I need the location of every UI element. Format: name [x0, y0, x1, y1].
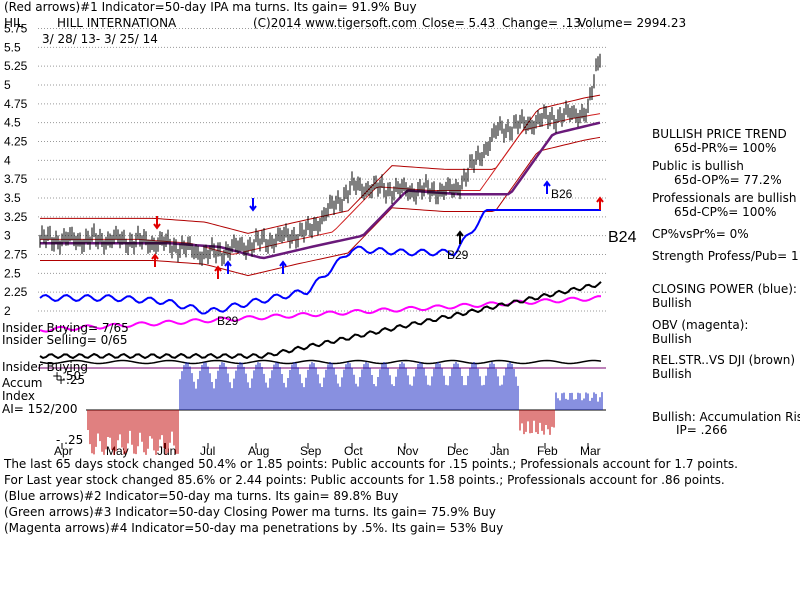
closing-power-status: Bullish [652, 296, 692, 310]
footer-line1: The last 65 days stock changed 50.4% or … [4, 457, 738, 471]
accum-status: Bullish: Accumulation Risi [652, 410, 800, 424]
x-tick-label: Jun [157, 444, 176, 458]
b29-arrow [456, 230, 464, 244]
short-ma [40, 113, 601, 255]
cpvspr-value: CP%vsPr%= 0% [652, 227, 749, 241]
accum-minus25-label: - .25 [56, 433, 84, 447]
ip-value: IP= .266 [676, 423, 728, 437]
footer-line4: (Green arrows)#3 Indicator=50-day Closin… [4, 505, 496, 519]
accumulation-histogram [86, 362, 606, 455]
footer-line3: (Blue arrows)#2 Indicator=50-day ma turn… [4, 489, 399, 503]
x-tick-label: Oct [344, 444, 363, 458]
y-tick-label: 5.5 [4, 40, 21, 54]
x-tick-label: Dec [447, 444, 468, 458]
red-sell-arrow [153, 216, 161, 230]
close-value: Close= 5.43 [422, 16, 496, 30]
y-tick-label: 4.25 [4, 135, 28, 149]
y-tick-label: 3 [4, 229, 11, 243]
change-value: Change= .13 [502, 16, 581, 30]
red-buy-arrow [214, 265, 222, 279]
index-label: Index [2, 389, 36, 403]
x-tick-label: Apr [54, 444, 73, 458]
y-tick-label: 4.5 [4, 116, 21, 130]
y-tick-label: 3.75 [4, 172, 28, 186]
blue-buy-arrow [543, 180, 551, 194]
red-buy-arrow [151, 253, 159, 267]
x-tick-label: Sep [300, 444, 322, 458]
price-gridlines [38, 28, 606, 312]
y-tick-label: 2.25 [4, 285, 28, 299]
date-range: 3/ 28/ 13- 3/ 25/ 14 [42, 32, 158, 46]
volume-value: Volume= 2994.23 [578, 16, 687, 30]
long-ma [40, 121, 601, 260]
company-name: HILL INTERNATIONA [57, 16, 177, 30]
pr-value: 65d-PR%= 100% [674, 141, 777, 155]
professionals-status: Professionals are bullish [652, 191, 797, 205]
public-status: Public is bullish [652, 159, 744, 173]
month-x-ticks: Apr May Jun Jul Aug Sep Oct Nov Dec Jan Feb Mar [54, 443, 601, 458]
y-tick-label: 5 [4, 78, 11, 92]
obv-status: Bullish [652, 332, 692, 346]
y-tick-label: 3.25 [4, 210, 28, 224]
signal-annotation: B29 [447, 248, 469, 262]
relstr-status: Bullish [652, 367, 692, 381]
symbol-label: HIL [4, 16, 24, 30]
blue-sell-arrow [249, 198, 257, 212]
strength-value: Strength Profess/Pub= 11 [652, 249, 800, 263]
accum-plus25-label: +.25 [56, 373, 86, 387]
bollinger-bands [40, 94, 601, 277]
indicator-lines [38, 209, 606, 369]
signal-annotation: B29 [217, 314, 239, 328]
closing-power-line [39, 209, 601, 315]
price-bars [39, 53, 601, 266]
obv-label: OBV (magenta): [652, 318, 749, 332]
insider-buying-label: Insider Buying= 7/65 [2, 321, 129, 335]
y-tick-label: 4 [4, 153, 11, 167]
y-tick-label: 5.75 [4, 22, 28, 36]
y-tick-label: 5.25 [4, 59, 28, 73]
footer-line5: (Magenta arrows)#4 Indicator=50-day ma p… [4, 521, 504, 535]
footer-line2: For Last year stock changed 85.6% or 2.4… [4, 473, 725, 487]
op-value: 65d-OP%= 77.2% [674, 173, 782, 187]
price-y-ticks: 5.75 5.5 5.25 5 4.75 4.5 4.25 4 3.75 3.5 3.25 3 2.75… [4, 22, 28, 319]
signal-annotation: B26 [551, 187, 573, 201]
x-tick-label: Jul [200, 444, 215, 458]
copyright-label: (C)2014 www.tigersoft.com [253, 16, 417, 30]
x-tick-label: Nov [397, 444, 418, 458]
ai-label: AI= 152/200 [2, 402, 78, 416]
blue-buy-arrow [224, 260, 232, 274]
y-tick-label: 3.5 [4, 191, 21, 205]
trend-title: BULLISH PRICE TREND [652, 127, 787, 141]
red-buy-arrow [596, 196, 604, 210]
x-tick-label: May [106, 444, 129, 458]
cp-value: 65d-CP%= 100% [674, 205, 777, 219]
x-tick-label: Aug [248, 444, 269, 458]
y-tick-label: 4.75 [4, 97, 28, 111]
closing-power-label: CLOSING POWER (blue): [652, 282, 797, 296]
relstr-label: REL.STR..VS DJI (brown) [652, 353, 796, 367]
signal-arrows: B29 B29 B26 B24 [151, 180, 637, 328]
signal-annotation: B24 [608, 229, 637, 246]
y-tick-label: 2.75 [4, 248, 28, 262]
blue-buy-arrow [279, 260, 287, 274]
y-tick-label: 2.5 [4, 266, 21, 280]
insider-buying-label2: Insider Buying [2, 360, 88, 374]
header-line1: (Red arrows)#1 Indicator=50-day IPA ma t… [4, 0, 417, 14]
accum-label: Accum [2, 376, 43, 390]
insider-line [39, 359, 602, 365]
insider-selling-label: Insider Selling= 0/65 [2, 333, 128, 347]
x-tick-label: Jan [490, 444, 509, 458]
accum-plus50-label: +.50 [52, 369, 82, 383]
x-tick-label: Feb [537, 444, 558, 458]
y-tick-label: 2 [4, 304, 11, 318]
relative-strength-line [39, 281, 602, 360]
x-tick-label: Mar [580, 444, 601, 458]
